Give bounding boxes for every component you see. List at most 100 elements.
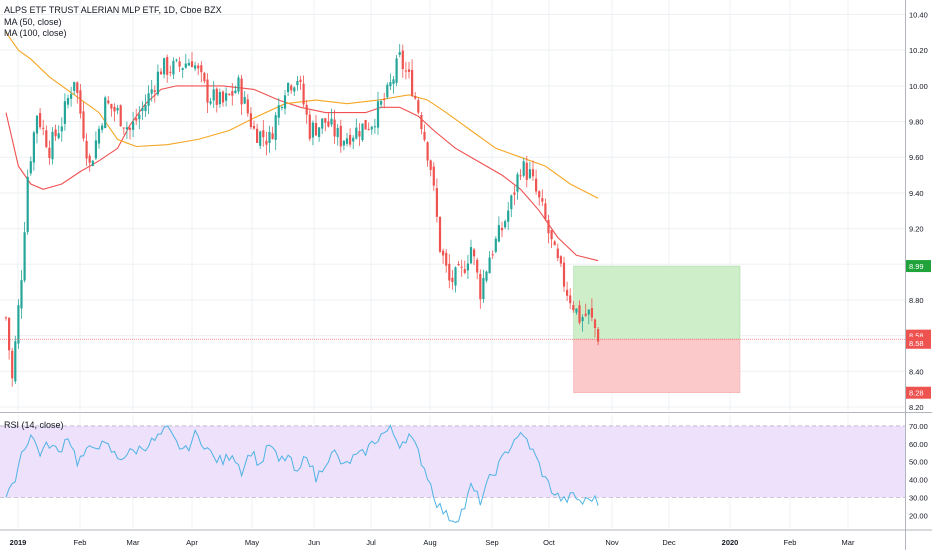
candle[interactable] <box>451 270 454 290</box>
candle[interactable] <box>76 81 79 104</box>
candle[interactable] <box>544 198 547 222</box>
candle[interactable] <box>535 169 538 195</box>
candle[interactable] <box>376 91 380 135</box>
candle[interactable] <box>218 88 221 108</box>
candle[interactable] <box>203 71 206 84</box>
candle[interactable] <box>280 105 283 111</box>
candle[interactable] <box>584 303 587 318</box>
candlestick-series[interactable] <box>4 43 600 387</box>
candle[interactable] <box>231 83 234 106</box>
candle[interactable] <box>26 169 29 235</box>
candle[interactable] <box>386 82 389 100</box>
candle[interactable] <box>119 104 122 127</box>
candle[interactable] <box>593 318 597 338</box>
candle[interactable] <box>206 73 209 113</box>
candle[interactable] <box>141 101 144 120</box>
candle[interactable] <box>311 120 314 146</box>
candle[interactable] <box>271 126 274 140</box>
candle[interactable] <box>240 74 243 115</box>
candle[interactable] <box>327 113 330 128</box>
rsi-legend-label[interactable]: RSI (14, close) <box>4 420 64 430</box>
candle[interactable] <box>435 178 438 223</box>
candle[interactable] <box>150 79 153 102</box>
candle[interactable] <box>70 86 73 107</box>
candle[interactable] <box>104 95 107 129</box>
candle[interactable] <box>178 57 181 73</box>
candle[interactable] <box>500 221 504 238</box>
candle[interactable] <box>330 108 333 127</box>
candle[interactable] <box>305 100 308 124</box>
candle[interactable] <box>314 114 318 137</box>
candle[interactable] <box>414 92 417 100</box>
candle[interactable] <box>249 107 252 130</box>
candle[interactable] <box>550 229 553 249</box>
candle[interactable] <box>417 97 420 115</box>
candle[interactable] <box>243 91 246 105</box>
candle[interactable] <box>587 309 590 325</box>
candle[interactable] <box>138 106 141 129</box>
candle[interactable] <box>268 125 271 153</box>
candle[interactable] <box>221 90 225 107</box>
candle[interactable] <box>14 335 17 384</box>
candle[interactable] <box>553 240 556 246</box>
candle[interactable] <box>395 54 398 87</box>
candle[interactable] <box>339 119 342 153</box>
candle[interactable] <box>172 57 175 79</box>
candle[interactable] <box>454 266 457 293</box>
candle[interactable] <box>122 127 125 135</box>
candle[interactable] <box>597 327 600 346</box>
candle[interactable] <box>361 123 364 142</box>
candle[interactable] <box>466 254 469 280</box>
candle[interactable] <box>11 347 14 387</box>
candle[interactable] <box>97 125 101 149</box>
candle[interactable] <box>290 83 293 94</box>
candle[interactable] <box>380 99 383 109</box>
candle[interactable] <box>488 251 491 274</box>
candle[interactable] <box>20 270 23 319</box>
candle[interactable] <box>426 141 429 167</box>
candle[interactable] <box>144 94 147 118</box>
candle[interactable] <box>287 82 290 96</box>
candle[interactable] <box>525 155 528 188</box>
candle[interactable] <box>35 114 39 144</box>
candle[interactable] <box>411 59 414 97</box>
candle[interactable] <box>181 67 184 78</box>
candle[interactable] <box>578 300 581 325</box>
candle[interactable] <box>277 97 280 126</box>
candle[interactable] <box>494 236 497 254</box>
candle[interactable] <box>581 314 584 332</box>
candle[interactable] <box>479 269 482 309</box>
candle[interactable] <box>392 75 395 94</box>
candle[interactable] <box>507 201 510 230</box>
candle[interactable] <box>212 80 215 109</box>
candle[interactable] <box>8 317 11 360</box>
candle[interactable] <box>228 93 231 96</box>
candle[interactable] <box>225 87 228 107</box>
candle[interactable] <box>460 259 463 277</box>
candle[interactable] <box>246 94 249 117</box>
candle[interactable] <box>107 96 110 105</box>
ma50-legend-label[interactable]: MA (50, close) <box>4 17 62 27</box>
candle[interactable] <box>355 118 358 140</box>
candle[interactable] <box>438 216 442 254</box>
candle[interactable] <box>469 239 473 265</box>
candle[interactable] <box>116 105 119 115</box>
candle[interactable] <box>163 57 166 79</box>
candle[interactable] <box>473 248 476 266</box>
candle[interactable] <box>57 125 60 140</box>
candle[interactable] <box>66 94 70 109</box>
candle[interactable] <box>135 108 138 126</box>
candle[interactable] <box>569 288 572 310</box>
candle[interactable] <box>274 111 277 151</box>
candle[interactable] <box>237 74 240 95</box>
candle[interactable] <box>404 61 407 80</box>
candle[interactable] <box>29 156 32 176</box>
candle[interactable] <box>513 185 516 206</box>
candle[interactable] <box>200 61 203 83</box>
candle[interactable] <box>147 85 150 115</box>
candle[interactable] <box>463 260 466 275</box>
candle[interactable] <box>407 62 411 79</box>
candle[interactable] <box>262 119 265 147</box>
candle[interactable] <box>39 108 42 130</box>
candle[interactable] <box>23 222 26 283</box>
